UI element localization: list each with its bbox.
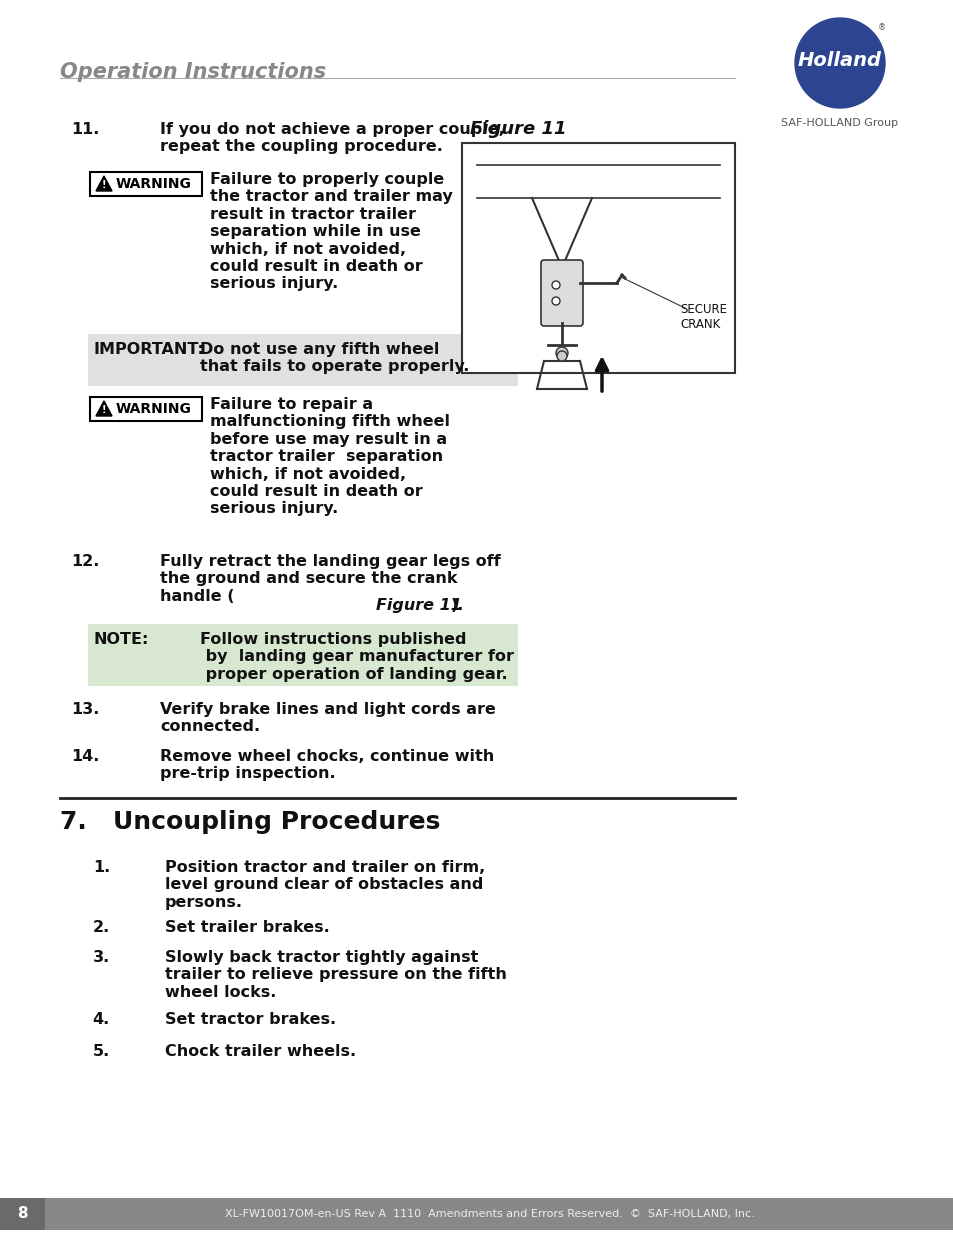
Text: SECURE
CRANK: SECURE CRANK: [679, 303, 726, 331]
Text: Operation Instructions: Operation Instructions: [60, 62, 326, 82]
Bar: [88, 624, 517, 685]
Text: 12.: 12.: [71, 555, 100, 569]
Text: WARNING: WARNING: [116, 177, 192, 191]
FancyBboxPatch shape: [90, 172, 202, 196]
Text: 4.: 4.: [92, 1011, 110, 1028]
Text: !: !: [102, 405, 106, 415]
Circle shape: [557, 351, 566, 361]
Text: Fully retract the landing gear legs off
the ground and secure the crank
handle (: Fully retract the landing gear legs off …: [160, 555, 500, 604]
Text: 5.: 5.: [92, 1044, 110, 1058]
Text: Chock trailer wheels.: Chock trailer wheels.: [165, 1044, 355, 1058]
Text: WARNING: WARNING: [116, 403, 192, 416]
Bar: [88, 333, 517, 387]
Circle shape: [556, 347, 567, 359]
Text: IMPORTANT:: IMPORTANT:: [94, 342, 205, 357]
Text: 13.: 13.: [71, 701, 100, 718]
Text: XL-FW10017OM-en-US Rev A  1110  Amendments and Errors Reserved.  ©  SAF-HOLLAND,: XL-FW10017OM-en-US Rev A 1110 Amendments…: [225, 1209, 754, 1219]
Text: 7.   Uncoupling Procedures: 7. Uncoupling Procedures: [60, 810, 440, 834]
Text: Failure to repair a
malfunctioning fifth wheel
before use may result in a
tracto: Failure to repair a malfunctioning fifth…: [210, 396, 450, 516]
Text: Figure 11: Figure 11: [470, 120, 566, 138]
Text: Follow instructions published
 by  landing gear manufacturer for
 proper operati: Follow instructions published by landing…: [200, 632, 514, 682]
Polygon shape: [96, 401, 112, 416]
Polygon shape: [96, 177, 112, 191]
Bar: [461, 143, 734, 373]
Text: !: !: [102, 180, 106, 190]
Bar: [0, 1198, 45, 1230]
Text: Set trailer brakes.: Set trailer brakes.: [165, 920, 330, 935]
Text: NOTE:: NOTE:: [94, 632, 150, 647]
Text: 3.: 3.: [92, 950, 110, 965]
Text: 11.: 11.: [71, 122, 100, 137]
Text: Remove wheel chocks, continue with
pre-trip inspection.: Remove wheel chocks, continue with pre-t…: [160, 748, 494, 782]
FancyBboxPatch shape: [540, 261, 582, 326]
Text: Position tractor and trailer on firm,
level ground clear of obstacles and
person: Position tractor and trailer on firm, le…: [165, 860, 485, 910]
Text: 2.: 2.: [92, 920, 110, 935]
Text: Set tractor brakes.: Set tractor brakes.: [165, 1011, 335, 1028]
Text: Slowly back tractor tightly against
trailer to relieve pressure on the fifth
whe: Slowly back tractor tightly against trai…: [165, 950, 506, 1000]
Circle shape: [552, 282, 559, 289]
Text: Verify brake lines and light cords are
connected.: Verify brake lines and light cords are c…: [160, 701, 496, 735]
Text: SAF-HOLLAND Group: SAF-HOLLAND Group: [781, 119, 898, 128]
Text: 8: 8: [16, 1207, 28, 1221]
Text: 1.: 1.: [92, 860, 110, 876]
Text: 14.: 14.: [71, 748, 100, 764]
FancyBboxPatch shape: [90, 396, 202, 421]
Text: Holland: Holland: [797, 52, 882, 70]
Text: Failure to properly couple
the tractor and trailer may
result in tractor trailer: Failure to properly couple the tractor a…: [210, 172, 453, 291]
Text: Do not use any fifth wheel
that fails to operate properly.: Do not use any fifth wheel that fails to…: [200, 342, 469, 374]
Circle shape: [794, 19, 884, 107]
Text: If you do not achieve a proper couple,
repeat the coupling procedure.: If you do not achieve a proper couple, r…: [160, 122, 504, 154]
Text: ).: ).: [451, 598, 464, 613]
Text: Figure 11: Figure 11: [375, 598, 461, 613]
Text: ®: ®: [877, 23, 885, 32]
Circle shape: [552, 296, 559, 305]
Bar: [0, 1198, 953, 1230]
